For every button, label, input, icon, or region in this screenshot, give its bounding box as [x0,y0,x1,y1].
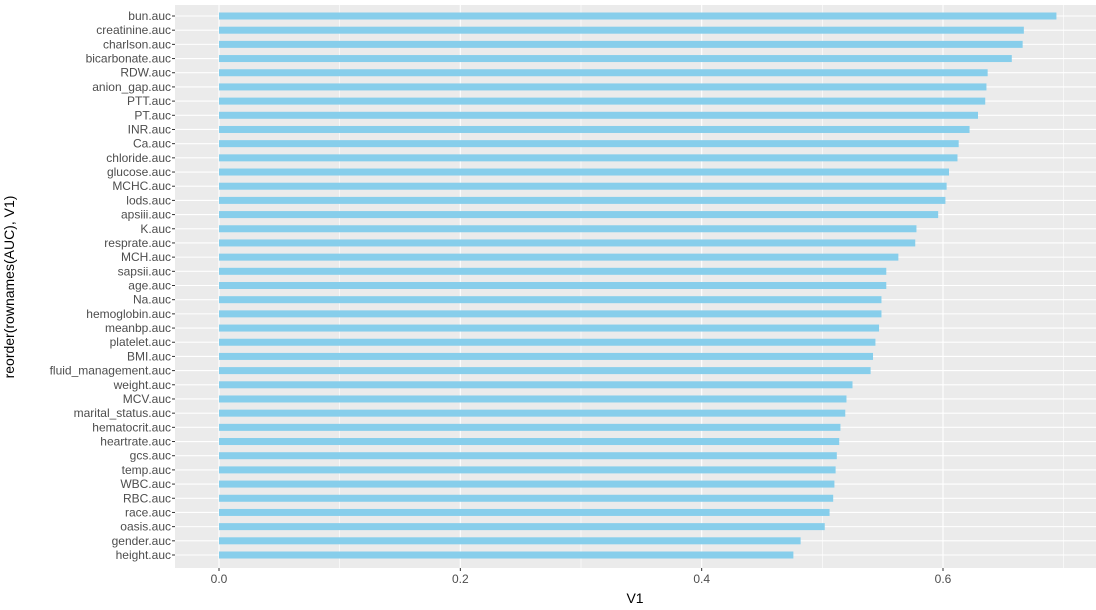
x-tick-label: 0.4 [693,572,710,586]
bar [219,140,959,148]
bar [219,381,853,389]
y-tick-label: hemoglobin.auc [86,307,171,321]
y-tick-label: fluid_management.auc [50,364,171,378]
bar [219,12,1057,20]
bar [219,537,801,545]
y-tick-label: RBC.auc [123,491,171,505]
y-tick-label: heartrate.auc [100,435,171,449]
y-axis-title: reorder(rownames(AUC), V1) [1,196,17,379]
bar [219,125,970,133]
y-tick-label: creatinine.auc [96,23,171,37]
y-tick-label: gcs.auc [130,449,171,463]
y-tick-label: PTT.auc [127,94,171,108]
y-tick-label: hematocrit.auc [92,420,171,434]
bar [219,111,978,119]
bar [219,508,830,516]
y-tick-label: height.auc [116,548,171,562]
y-tick-label: BMI.auc [127,349,171,363]
y-tick-label: INR.auc [128,122,171,136]
bar [219,352,874,360]
y-tick-label: marital_status.auc [74,406,171,420]
y-tick-label: bicarbonate.auc [86,52,171,66]
bar [219,225,917,233]
bar [219,40,1023,48]
x-tick-label: 0.6 [935,572,952,586]
y-tick-label: charlson.auc [103,37,171,51]
bar [219,551,794,559]
bar [219,395,847,403]
y-tick-label: WBC.auc [120,477,171,491]
x-tick-label: 0.0 [211,572,228,586]
x-tick-label: 0.2 [452,572,469,586]
bar [219,168,950,176]
bar [219,282,887,289]
bar [219,83,987,91]
y-tick-label: platelet.auc [110,335,171,349]
bar [219,154,958,162]
bar [219,196,946,204]
bar [219,324,880,332]
y-tick-label: MCH.auc [121,250,171,264]
bar [219,239,916,247]
y-tick-labels: bun.auccreatinine.auccharlson.aucbicarbo… [50,9,175,562]
y-tick-label: oasis.auc [120,520,171,534]
bar [219,523,825,531]
y-tick-label: age.auc [128,279,171,293]
bar [219,367,871,375]
y-tick-label: apsiii.auc [121,208,171,222]
y-tick-label: gender.auc [112,534,171,548]
y-tick-label: weight.auc [113,378,171,392]
bar [219,26,1024,34]
y-tick-label: PT.auc [134,108,171,122]
y-tick-label: glucose.auc [107,165,171,179]
bar [219,97,986,105]
bar [219,338,876,346]
y-tick-label: meanbp.auc [105,321,171,335]
y-tick-label: sapsii.auc [118,264,171,278]
y-tick-label: RDW.auc [120,66,171,80]
bar [219,296,882,304]
y-tick-label: MCHC.auc [112,179,171,193]
y-tick-label: K.auc [140,222,171,236]
y-tick-label: Ca.auc [133,137,171,151]
y-tick-label: MCV.auc [123,392,171,406]
y-tick-label: chloride.auc [106,151,171,165]
y-tick-label: temp.auc [122,463,171,477]
bar [219,423,841,431]
bar [219,182,947,190]
y-tick-label: bun.auc [128,9,171,23]
y-tick-label: anion_gap.auc [92,80,171,94]
bar [219,69,988,77]
y-tick-label: Na.auc [133,293,171,307]
y-tick-label: lods.auc [126,193,171,207]
x-tick-labels: 0.0 0.2 0.4 0.6 [211,568,952,586]
bar [219,409,846,417]
bars-group [219,12,1057,559]
x-axis-title: V1 [626,590,643,606]
y-tick-label: resprate.auc [104,236,171,250]
bar [219,438,840,446]
bar [219,211,939,219]
bar [219,480,835,488]
bar [219,452,837,460]
bar [219,267,887,275]
bar [219,310,882,318]
bar [219,494,834,502]
bar [219,253,899,261]
bar [219,466,836,474]
y-tick-label: race.auc [125,505,171,519]
bar [219,55,1012,63]
